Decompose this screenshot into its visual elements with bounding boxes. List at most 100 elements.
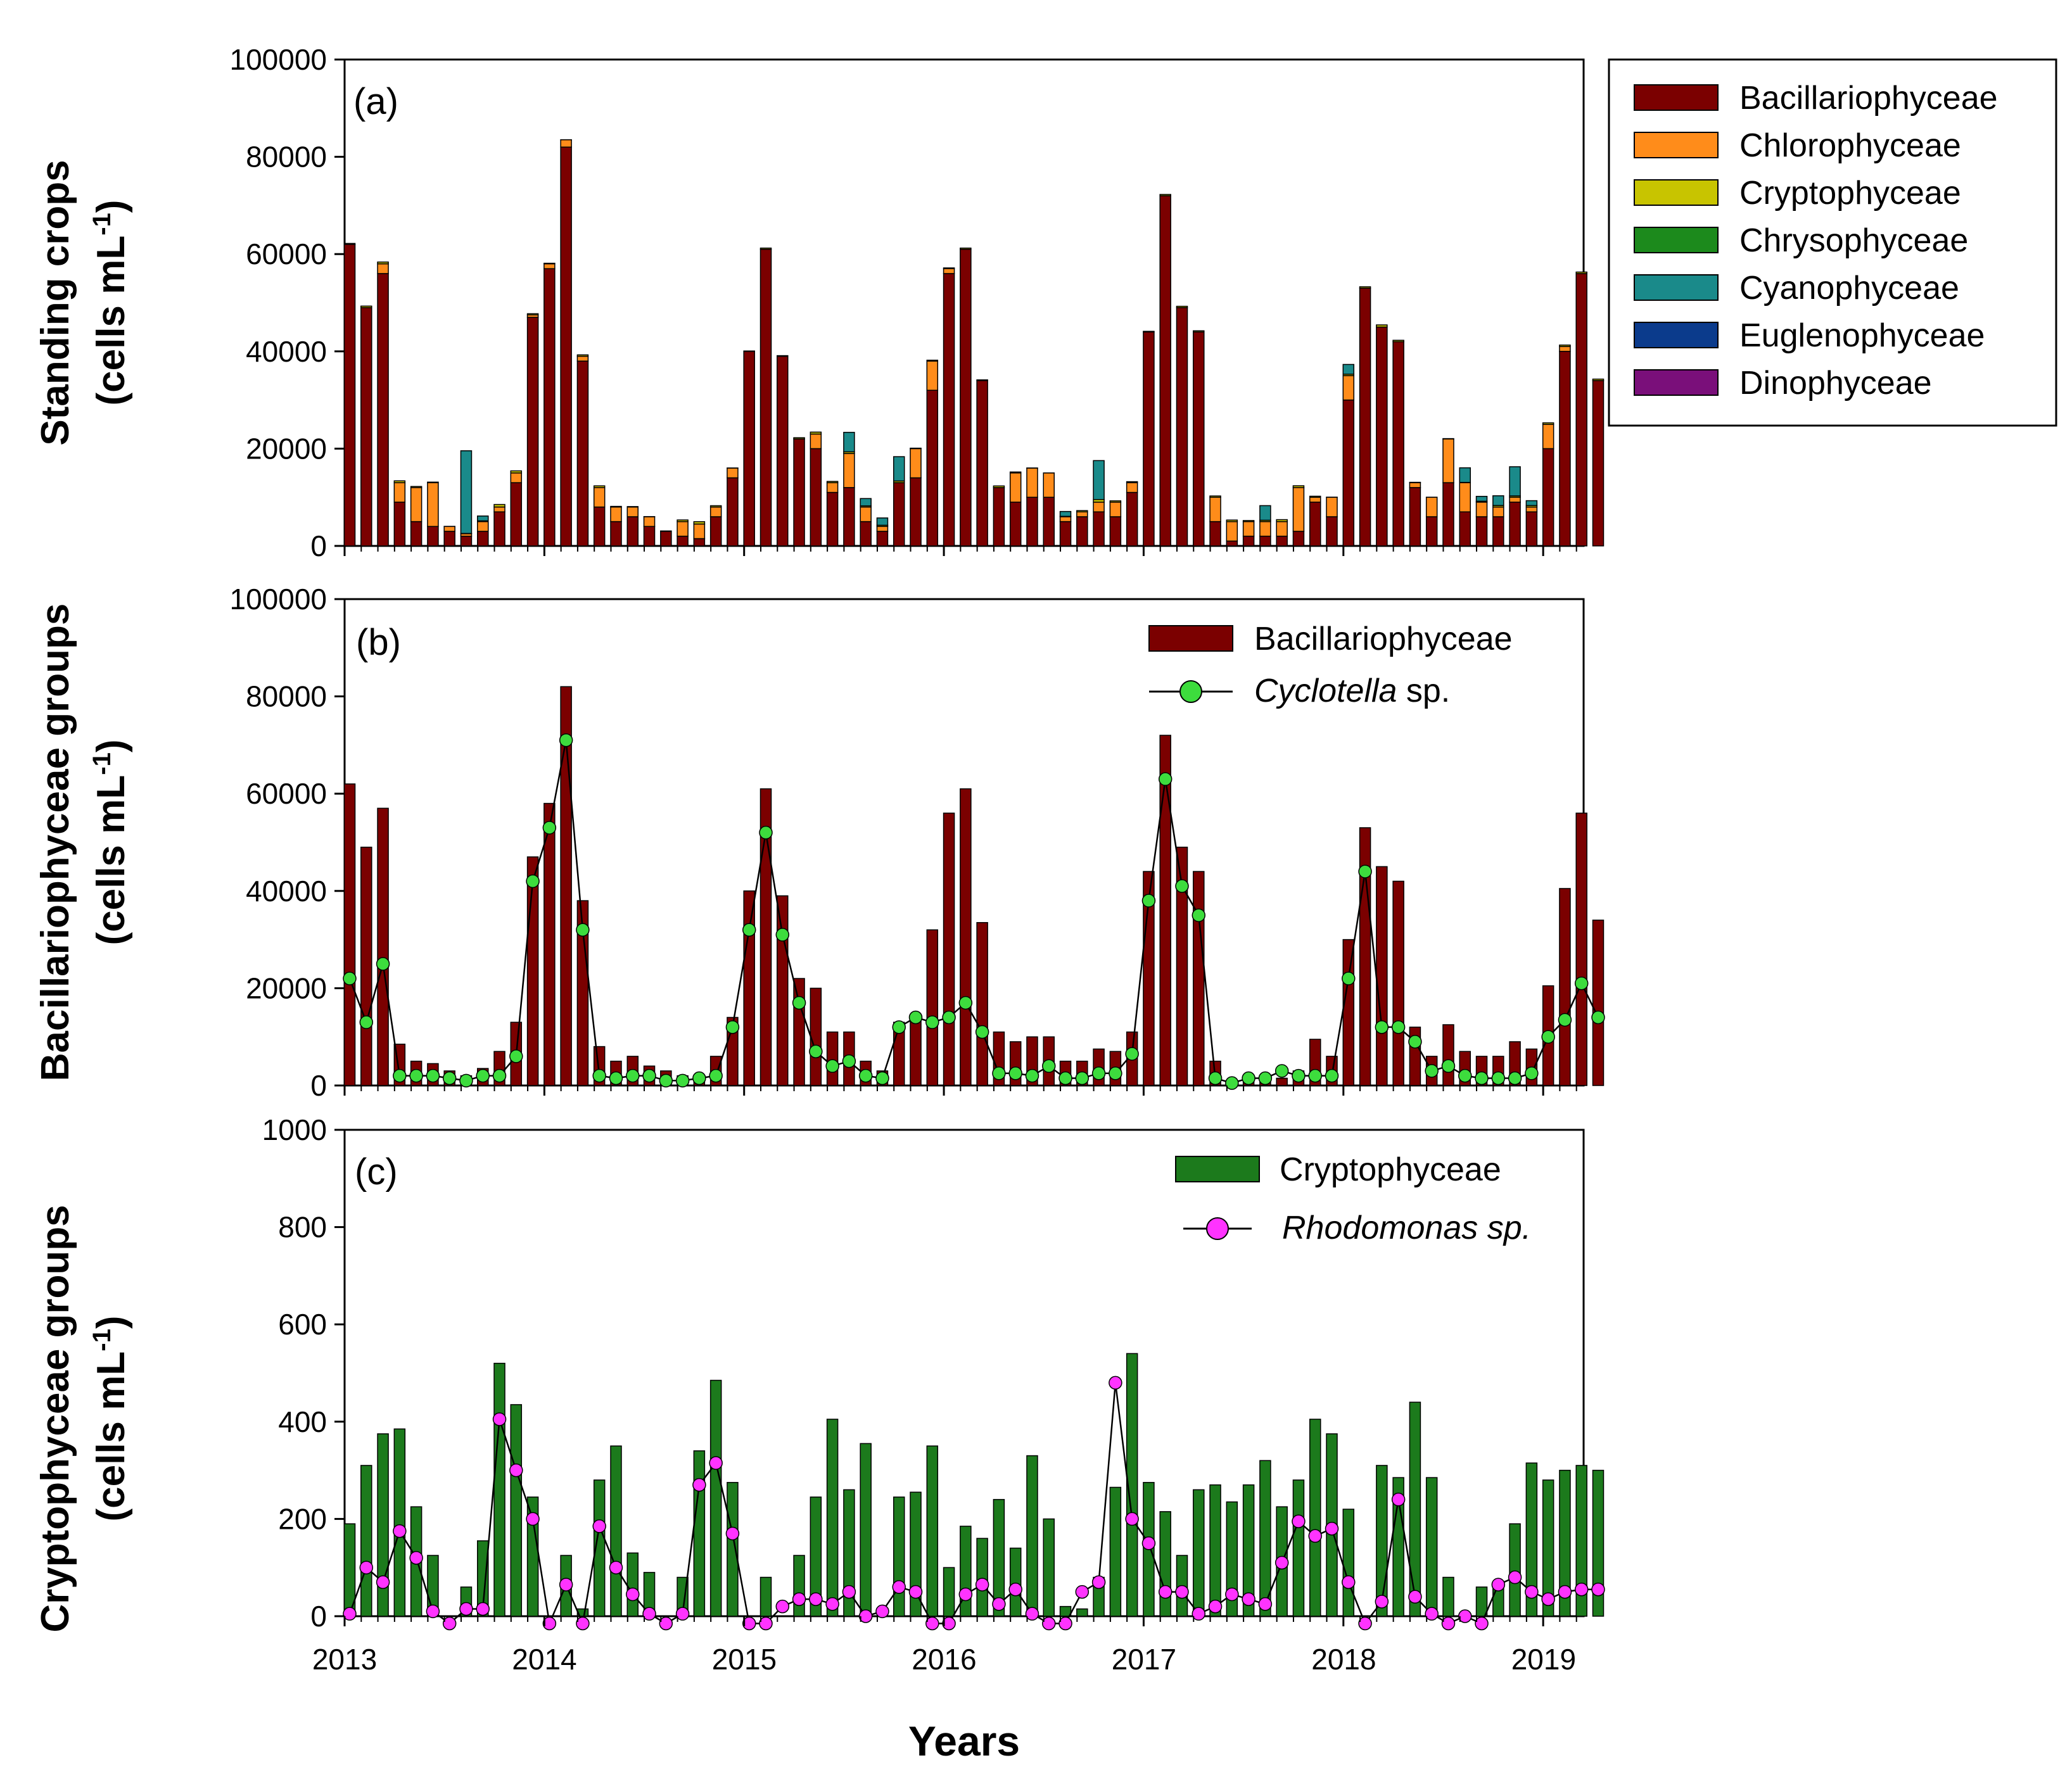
point-b-42 [1042, 1059, 1056, 1073]
bar-b-74 [1575, 813, 1587, 1086]
x-tick-label-0: 2013 [312, 1643, 377, 1676]
point-b-47 [1125, 1047, 1139, 1061]
bar-a-cyanophyceae-30 [843, 431, 855, 453]
y-tick-label-a-0: 0 [310, 529, 327, 562]
bar-a-bacillariophyceae-31 [860, 521, 872, 547]
bar-a-bacillariophyceae-34 [910, 477, 922, 547]
bar-c-54 [1242, 1484, 1255, 1617]
point-c-22 [709, 1456, 723, 1470]
bar-a-bacillariophyceae-58 [1309, 502, 1321, 547]
bar-a-bacillariophyceae-1 [360, 307, 372, 547]
bar-a-bacillariophyceae-50 [1176, 307, 1188, 547]
bar-b-29 [826, 1031, 839, 1086]
point-c-68 [1475, 1616, 1489, 1631]
panel-b: (b) 0 20000 40000 60000 80000 100000 Bacillar… [34, 583, 1605, 1102]
bar-a-bacillariophyceae-10 [510, 482, 523, 547]
bar-a-bacillariophyceae-24 [743, 351, 755, 547]
bar-a-bacillariophyceae-75 [1592, 380, 1605, 547]
bar-c-31 [860, 1443, 872, 1617]
y-tick-label-b-3: 60000 [246, 777, 327, 810]
point-b-33 [892, 1020, 906, 1034]
bar-c-1 [360, 1465, 372, 1617]
bar-c-49 [1159, 1511, 1171, 1617]
point-b-58 [1308, 1068, 1322, 1083]
point-c-15 [592, 1519, 606, 1533]
bar-c-39 [993, 1498, 1005, 1617]
point-c-67 [1458, 1609, 1472, 1623]
bar-c-8 [476, 1540, 489, 1617]
bar-a-chlorophyceae-60 [1342, 375, 1355, 401]
point-c-13 [559, 1578, 573, 1592]
bar-a-bacillariophyceae-53 [1226, 540, 1238, 547]
bar-a-chlorophyceae-28 [810, 433, 822, 450]
point-b-61 [1358, 864, 1372, 878]
bar-b-28 [810, 987, 822, 1086]
bar-b-13 [560, 686, 572, 1086]
legend-a-swatch-0 [1634, 84, 1719, 111]
bar-a-bacillariophyceae-25 [760, 248, 772, 547]
bar-b-35 [926, 929, 939, 1086]
bar-b-50 [1176, 846, 1188, 1086]
bar-b-26 [777, 895, 789, 1086]
bar-c-55 [1259, 1460, 1271, 1617]
bar-a-bacillariophyceae-45 [1093, 511, 1105, 547]
point-c-51 [1192, 1607, 1206, 1621]
bar-a-chlorophyceae-47 [1126, 482, 1138, 493]
bar-b-25 [760, 788, 772, 1086]
bar-c-33 [893, 1497, 905, 1617]
point-c-14 [576, 1616, 590, 1631]
point-b-71 [1525, 1066, 1539, 1080]
legend-a-label-5: Euglenophyceae [1739, 317, 1985, 354]
legend-c-line-marker [1206, 1217, 1229, 1240]
bar-a-cyanophyceae-32 [876, 517, 889, 526]
bar-c-17 [626, 1552, 639, 1617]
bar-a-chlorophyceae-59 [1326, 497, 1338, 517]
bar-a-chlorophyceae-17 [626, 506, 639, 517]
point-b-48 [1141, 894, 1156, 908]
point-c-25 [759, 1616, 773, 1631]
point-b-56 [1274, 1064, 1289, 1078]
panel-label-b: (b) [356, 622, 401, 663]
point-b-35 [925, 1015, 939, 1029]
y-axis-label-c-line1: Cryptophyceae groups [34, 1205, 77, 1632]
point-c-29 [825, 1597, 839, 1611]
y-tick-label-c-4: 800 [278, 1211, 327, 1244]
point-c-16 [609, 1560, 623, 1574]
bar-c-42 [1043, 1518, 1055, 1617]
bar-a-bacillariophyceae-32 [876, 531, 889, 547]
bar-a-chlorophyceae-31 [860, 506, 872, 522]
point-c-61 [1358, 1616, 1372, 1631]
bar-a-cyanophyceae-55 [1259, 505, 1271, 521]
bar-a-cyanophyceae-45 [1093, 460, 1105, 500]
x-ticks-b [343, 1085, 1577, 1096]
legend-a: Bacillariophyceae Chlorophyceae Cryptophyc… [1608, 58, 2057, 427]
point-c-27 [792, 1592, 806, 1606]
bar-a-bacillariophyceae-14 [576, 360, 589, 547]
point-b-36 [942, 1010, 956, 1025]
bar-a-bacillariophyceae-12 [543, 268, 556, 547]
y-tick-label-c-0: 0 [310, 1600, 327, 1633]
bar-a-cryptophyceae-2 [377, 261, 389, 265]
bar-a-cyanophyceae-68 [1475, 495, 1488, 502]
bar-b-38 [976, 921, 988, 1086]
x-axis-label: Years [908, 1718, 1020, 1764]
point-c-55 [1258, 1597, 1273, 1611]
bar-c-21 [693, 1450, 706, 1617]
bar-a-cryptophyceae-35 [926, 359, 939, 362]
bar-a-cryptophyceae-26 [777, 355, 789, 357]
point-c-70 [1508, 1570, 1522, 1585]
point-b-46 [1109, 1066, 1122, 1080]
bar-a-bacillariophyceae-15 [593, 506, 606, 547]
point-c-75 [1591, 1583, 1605, 1597]
bar-a-chlorophyceae-54 [1242, 521, 1255, 537]
bar-b-62 [1376, 866, 1388, 1086]
bar-c-40 [1009, 1547, 1022, 1617]
bar-a-cryptophyceae-22 [709, 505, 722, 508]
y-axis-label-a-line2: (cells mL-1) [88, 199, 133, 405]
bar-a-cryptophyceae-12 [543, 262, 556, 265]
bar-a-cryptophyceae-47 [1126, 481, 1138, 483]
bar-a-chlorophyceae-30 [843, 453, 855, 488]
x-ticks-c: 2013 2014 2015 2016 2017 2018 2019 [312, 1616, 1577, 1676]
point-b-44 [1075, 1071, 1090, 1085]
